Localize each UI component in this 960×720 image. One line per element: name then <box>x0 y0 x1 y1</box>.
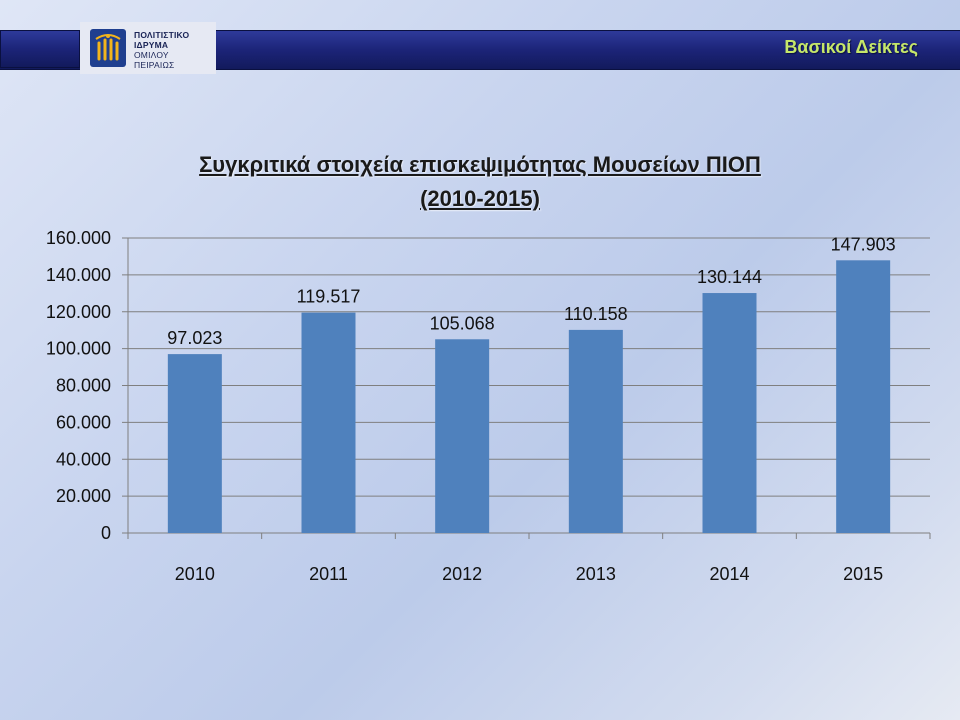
data-label: 147.903 <box>831 234 896 254</box>
bar <box>702 293 757 533</box>
data-label: 105.068 <box>430 313 495 333</box>
chart-title-line-1: Συγκριτικά στοιχεία επισκεψιμότητας Μουσ… <box>199 152 761 177</box>
data-label: 119.517 <box>297 287 361 307</box>
y-tick-label: 160.000 <box>46 228 111 248</box>
logo-line-2: ΙΔΡΥΜΑ <box>134 40 169 50</box>
y-tick-label: 20.000 <box>56 486 111 506</box>
bar <box>301 312 356 533</box>
chart-title-line-2: (2010-2015) <box>420 186 540 211</box>
y-tick-label: 0 <box>101 523 111 543</box>
logo: ΠΟΛΙΤΙΣΤΙΚΟ ΙΔΡΥΜΑ ΟΜΙΛΟΥ ΠΕΙΡΑΙΩΣ <box>80 22 216 74</box>
header-left-block <box>0 30 80 68</box>
x-tick-label: 2013 <box>576 564 616 584</box>
logo-line-3: ΟΜΙΛΟΥ <box>134 50 169 60</box>
bar <box>167 354 222 533</box>
y-tick-label: 40.000 <box>56 449 111 469</box>
bar <box>836 260 891 533</box>
logo-line-4: ΠΕΙΡΑΙΩΣ <box>134 60 175 70</box>
data-label: 130.144 <box>697 267 762 287</box>
y-tick-label: 140.000 <box>46 265 111 285</box>
bar <box>435 339 490 533</box>
x-tick-label: 2015 <box>843 564 883 584</box>
y-tick-label: 80.000 <box>56 376 111 396</box>
y-tick-label: 100.000 <box>46 339 111 359</box>
y-tick-label: 120.000 <box>46 302 111 322</box>
logo-line-1: ΠΟΛΙΤΙΣΤΙΚΟ <box>134 30 190 40</box>
x-tick-label: 2011 <box>309 564 348 584</box>
section-title: Βασικοί Δείκτες <box>784 37 918 57</box>
x-tick-label: 2010 <box>175 564 215 584</box>
bar <box>568 329 623 533</box>
logo-text: ΠΟΛΙΤΙΣΤΙΚΟ ΙΔΡΥΜΑ ΟΜΙΛΟΥ ΠΕΙΡΑΙΩΣ <box>134 30 214 70</box>
y-tick-label: 60.000 <box>56 412 111 432</box>
logo-mark-icon <box>90 29 126 67</box>
x-tick-label: 2014 <box>709 564 749 584</box>
data-label: 97.023 <box>167 328 222 348</box>
data-label: 110.158 <box>564 304 628 324</box>
x-tick-label: 2012 <box>442 564 482 584</box>
chart-title: Συγκριτικά στοιχεία επισκεψιμότητας Μουσ… <box>100 148 860 216</box>
